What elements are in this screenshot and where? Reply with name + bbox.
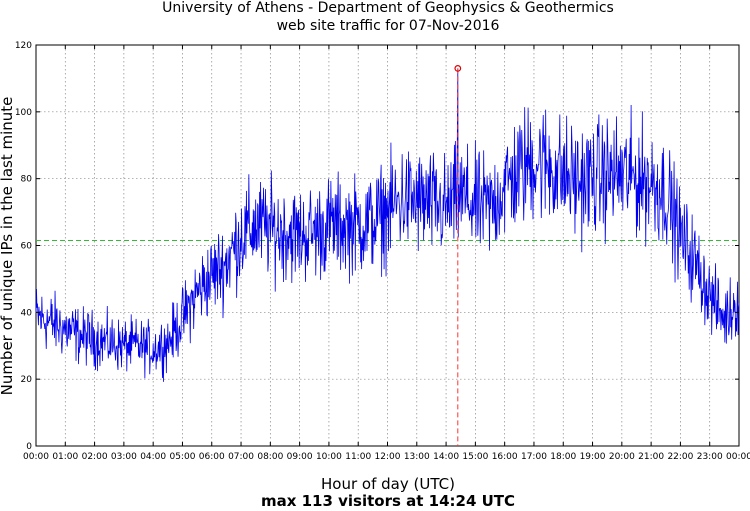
series-line-visitors bbox=[35, 68, 740, 382]
x-tick-label: 18:00 bbox=[550, 452, 576, 462]
y-axis-ticks: 0 20 40 60 80 100 120 bbox=[15, 41, 739, 452]
x-axis-label: Hour of day (UTC) bbox=[321, 475, 455, 493]
x-tick-label: 14:00 bbox=[433, 452, 459, 462]
x-tick-label: 06:00 bbox=[199, 452, 225, 462]
y-tick-label: 20 bbox=[21, 375, 33, 385]
x-tick-label: 08:00 bbox=[257, 452, 283, 462]
x-tick-label: 00:00 bbox=[23, 452, 49, 462]
y-tick-label: 40 bbox=[21, 308, 33, 318]
x-tick-label: 00:00 bbox=[726, 452, 750, 462]
x-tick-label: 11:00 bbox=[345, 452, 371, 462]
y-tick-label: 0 bbox=[26, 442, 32, 452]
x-tick-label: 16:00 bbox=[492, 452, 518, 462]
x-tick-label: 19:00 bbox=[580, 452, 606, 462]
x-tick-label: 10:00 bbox=[316, 452, 342, 462]
x-tick-label: 21:00 bbox=[638, 452, 664, 462]
x-tick-label: 01:00 bbox=[52, 452, 78, 462]
x-tick-label: 15:00 bbox=[462, 452, 488, 462]
y-tick-label: 120 bbox=[15, 41, 32, 51]
y-axis-label: Number of unique IPs in the last minute bbox=[0, 97, 16, 396]
max-marker-point bbox=[454, 64, 462, 72]
max-marker-group bbox=[454, 64, 462, 446]
x-tick-label: 12:00 bbox=[375, 452, 401, 462]
x-tick-label: 20:00 bbox=[609, 452, 635, 462]
series-group bbox=[35, 68, 740, 382]
x-tick-label: 13:00 bbox=[404, 452, 430, 462]
x-tick-label: 09:00 bbox=[287, 452, 313, 462]
chart-subtitle: web site traffic for 07-Nov-2016 bbox=[277, 18, 500, 34]
x-tick-label: 23:00 bbox=[697, 452, 723, 462]
chart-title: University of Athens - Department of Geo… bbox=[162, 0, 614, 16]
x-axis-ticks: 00:00 01:00 02:00 03:00 04:00 05:00 06:00 07:00… bbox=[23, 45, 750, 462]
y-tick-label: 100 bbox=[15, 108, 32, 118]
x-tick-label: 02:00 bbox=[82, 452, 108, 462]
x-tick-label: 04:00 bbox=[140, 452, 166, 462]
x-tick-label: 17:00 bbox=[521, 452, 547, 462]
y-tick-label: 60 bbox=[21, 242, 33, 252]
x-tick-label: 05:00 bbox=[169, 452, 195, 462]
x-tick-label: 03:00 bbox=[111, 452, 137, 462]
max-visitors-caption: max 113 visitors at 14:24 UTC bbox=[261, 492, 515, 510]
x-tick-label: 22:00 bbox=[667, 452, 693, 462]
y-tick-label: 80 bbox=[21, 175, 33, 185]
x-tick-label: 07:00 bbox=[228, 452, 254, 462]
gridlines bbox=[36, 45, 739, 446]
